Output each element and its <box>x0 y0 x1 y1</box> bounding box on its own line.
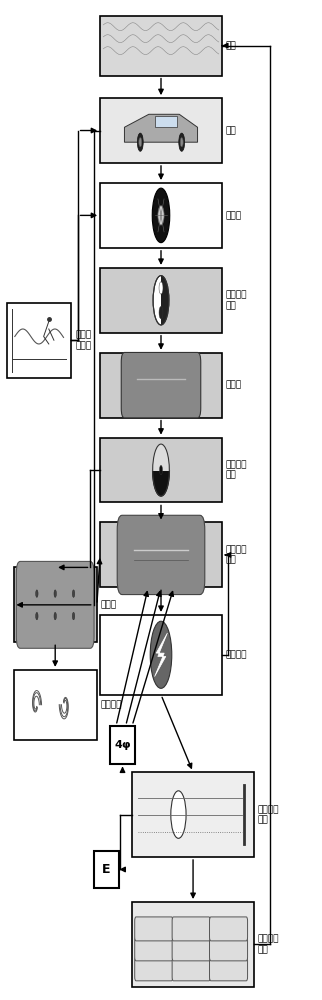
Circle shape <box>152 188 170 243</box>
FancyBboxPatch shape <box>135 957 173 981</box>
Text: 电力电机: 电力电机 <box>226 650 247 659</box>
Bar <box>100 615 222 695</box>
Bar <box>100 98 222 163</box>
Text: 摩擦制动
装置: 摩擦制动 装置 <box>226 460 247 480</box>
Polygon shape <box>153 470 169 496</box>
Bar <box>100 16 222 76</box>
Bar <box>100 353 222 418</box>
Circle shape <box>159 465 163 475</box>
Text: 整车: 整车 <box>226 126 237 135</box>
Bar <box>100 522 222 587</box>
Circle shape <box>54 590 56 597</box>
Circle shape <box>171 791 186 838</box>
Circle shape <box>180 138 183 147</box>
Text: 驾驶员
输入端: 驾驶员 输入端 <box>75 331 91 350</box>
Polygon shape <box>155 116 177 127</box>
Circle shape <box>179 133 185 151</box>
Circle shape <box>153 276 169 325</box>
Bar <box>100 183 222 248</box>
FancyBboxPatch shape <box>172 937 210 961</box>
Text: 路况: 路况 <box>226 41 237 50</box>
Text: 排放系统: 排放系统 <box>101 700 122 709</box>
Text: 变速感应
机构: 变速感应 机构 <box>226 291 247 310</box>
Circle shape <box>36 612 38 620</box>
Bar <box>94 851 119 888</box>
Text: 充电动力
系统: 充电动力 系统 <box>258 935 279 954</box>
Circle shape <box>159 306 163 319</box>
Text: 4φ: 4φ <box>114 740 131 750</box>
FancyBboxPatch shape <box>117 515 205 595</box>
Bar <box>132 902 254 987</box>
FancyBboxPatch shape <box>210 957 248 981</box>
FancyBboxPatch shape <box>210 937 248 961</box>
Circle shape <box>150 621 172 688</box>
Circle shape <box>36 590 38 597</box>
Bar <box>7 303 71 378</box>
FancyBboxPatch shape <box>135 937 173 961</box>
FancyBboxPatch shape <box>172 957 210 981</box>
Circle shape <box>72 590 75 597</box>
Bar <box>100 268 222 333</box>
Text: E: E <box>102 863 111 876</box>
Polygon shape <box>161 276 169 325</box>
FancyBboxPatch shape <box>135 917 173 941</box>
Circle shape <box>158 206 164 225</box>
Polygon shape <box>155 633 167 677</box>
Text: 制动轮: 制动轮 <box>226 211 242 220</box>
Circle shape <box>72 612 75 620</box>
Text: 离合器: 离合器 <box>226 381 242 390</box>
Text: 紧急操控
方式: 紧急操控 方式 <box>258 805 279 824</box>
Bar <box>100 438 222 502</box>
Bar <box>110 726 135 764</box>
Bar <box>14 670 97 740</box>
Circle shape <box>159 282 163 294</box>
FancyBboxPatch shape <box>16 561 94 648</box>
Polygon shape <box>153 444 169 470</box>
FancyBboxPatch shape <box>210 917 248 941</box>
FancyBboxPatch shape <box>121 352 201 418</box>
Bar <box>132 772 254 857</box>
Circle shape <box>139 138 142 147</box>
Bar <box>14 567 97 642</box>
Circle shape <box>137 133 143 151</box>
FancyBboxPatch shape <box>172 917 210 941</box>
Text: 发动机: 发动机 <box>101 600 117 609</box>
Text: 电动机控
制电: 电动机控 制电 <box>226 545 247 565</box>
Circle shape <box>54 612 56 620</box>
Polygon shape <box>124 114 198 142</box>
